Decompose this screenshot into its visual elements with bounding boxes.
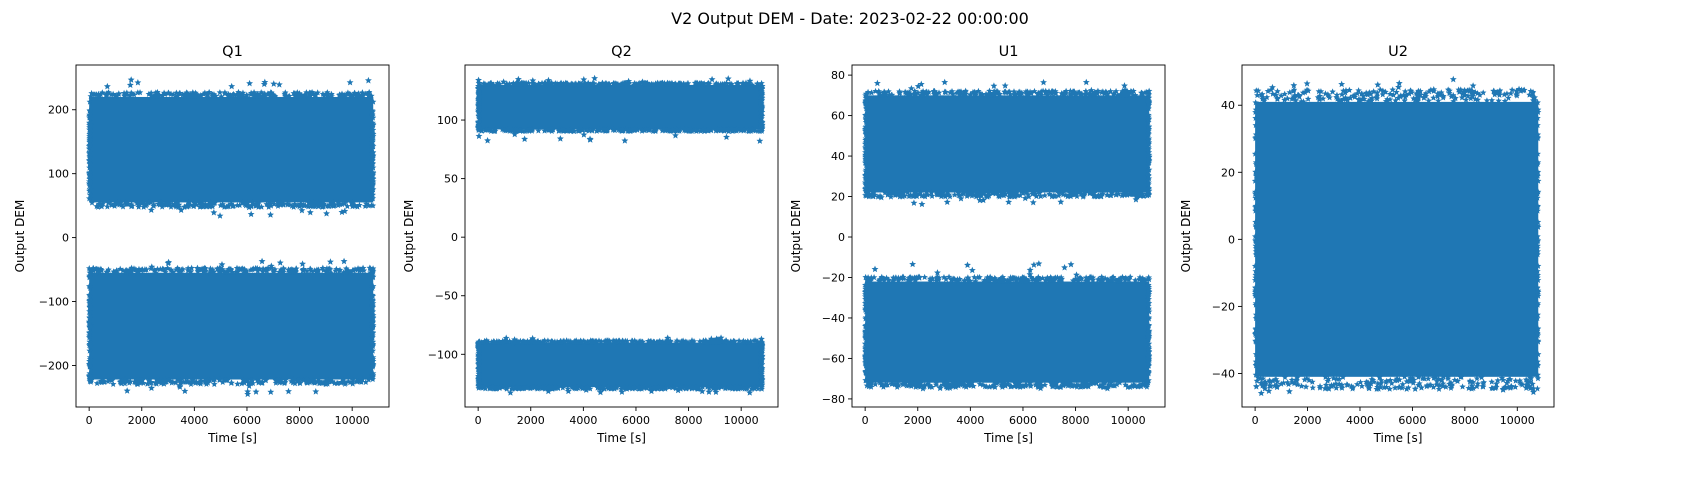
- x-tick-label: 6000: [1398, 414, 1426, 427]
- scatter-points: [861, 78, 1153, 392]
- series-band-1: [1255, 101, 1539, 377]
- x-tick-label: 8000: [1062, 414, 1090, 427]
- y-tick-label: −200: [39, 359, 69, 372]
- x-tick-label: 4000: [180, 414, 208, 427]
- x-tick-label: 4000: [1346, 414, 1374, 427]
- series-band-2: [478, 342, 763, 388]
- x-tick-label: 10000: [1500, 414, 1535, 427]
- x-tick-label: 8000: [1451, 414, 1479, 427]
- subplot-q2: 0 2000 4000 6000 8000 10000 −100 −50 0 50 100 Q2 Tim…: [402, 44, 779, 445]
- x-tick-label: 10000: [335, 414, 370, 427]
- series-band-2: [865, 281, 1150, 383]
- x-tick-label: 8000: [286, 414, 314, 427]
- x-tick-label: 0: [86, 414, 93, 427]
- y-tick-label: 100: [437, 114, 458, 127]
- y-axis-label: Output DEM: [1179, 200, 1193, 273]
- axes-frame: [851, 64, 1166, 408]
- y-tick-label: −100: [39, 296, 69, 309]
- x-tick-label: 10000: [724, 414, 759, 427]
- y-tick-label: 100: [48, 168, 69, 181]
- series-band-1: [89, 96, 374, 203]
- y-tick-label: 0: [1228, 233, 1235, 246]
- y-tick-label: −100: [428, 348, 458, 361]
- subplot-u1: 0 2000 4000 6000 8000 10000 −80 −60 −40 −20 0 20 40 6…: [789, 44, 1166, 445]
- x-tick-label: 4000: [569, 414, 597, 427]
- x-tick-label: 6000: [233, 414, 261, 427]
- x-tick-label: 0: [862, 414, 869, 427]
- series-markers-1: [861, 78, 1153, 208]
- y-tick-label: 0: [451, 231, 458, 244]
- series-markers-1: [474, 74, 766, 144]
- series-markers-2: [85, 257, 377, 398]
- series-band-2: [89, 272, 374, 380]
- x-tick-label: 0: [1252, 414, 1259, 427]
- y-tick-label: 20: [1221, 166, 1235, 179]
- series-markers-2: [474, 334, 766, 396]
- axes-frame: [1241, 64, 1555, 408]
- x-tick-label: 2000: [904, 414, 932, 427]
- y-axis-label: Output DEM: [402, 200, 416, 273]
- y-tick-label: 0: [62, 232, 69, 245]
- panel-title: U2: [1388, 44, 1408, 60]
- figure-suptitle: V2 Output DEM - Date: 2023-02-22 00:00:0…: [671, 9, 1029, 28]
- y-tick-label: −50: [435, 290, 458, 303]
- subplot-q1: 0 2000 4000 6000 8000 10000 −200 −100 0 100 200 Q1 T…: [13, 44, 390, 445]
- x-tick-label: 0: [475, 414, 482, 427]
- series-markers-1: [85, 76, 377, 219]
- x-tick-label: 10000: [1111, 414, 1146, 427]
- axes-frame: [75, 64, 390, 408]
- y-tick-label: 40: [831, 150, 845, 163]
- scatter-points: [85, 76, 377, 398]
- series-band-1: [478, 84, 763, 130]
- panel-title: Q2: [611, 44, 632, 60]
- scatter-points: [1251, 75, 1542, 397]
- y-axis-label: Output DEM: [789, 200, 803, 273]
- x-tick-label: 2000: [128, 414, 156, 427]
- y-tick-label: −80: [822, 393, 845, 406]
- x-axis-label: Time [s]: [596, 431, 646, 445]
- y-tick-label: 20: [831, 191, 845, 204]
- y-tick-label: 200: [48, 104, 69, 117]
- y-tick-label: −20: [1212, 300, 1235, 313]
- x-tick-label: 4000: [956, 414, 984, 427]
- y-tick-label: 40: [1221, 99, 1235, 112]
- axes-frame: [464, 64, 779, 408]
- subplot-u2: 0 2000 4000 6000 8000 10000 −40 −20 0 20 40 U2 Time …: [1179, 44, 1555, 445]
- panel-title: Q1: [222, 44, 243, 60]
- x-tick-label: 8000: [675, 414, 703, 427]
- y-tick-label: 80: [831, 69, 845, 82]
- y-tick-label: 50: [444, 173, 458, 186]
- x-axis-label: Time [s]: [1373, 431, 1423, 445]
- y-tick-label: 60: [831, 110, 845, 123]
- panel-title: U1: [999, 44, 1019, 60]
- y-tick-label: 0: [838, 231, 845, 244]
- x-tick-label: 6000: [622, 414, 650, 427]
- y-axis-label: Output DEM: [13, 200, 27, 273]
- scatter-points: [474, 74, 766, 396]
- y-tick-label: −60: [822, 352, 845, 365]
- y-tick-label: −40: [822, 312, 845, 325]
- x-tick-label: 6000: [1009, 414, 1037, 427]
- x-tick-label: 2000: [517, 414, 545, 427]
- x-tick-label: 2000: [1294, 414, 1322, 427]
- y-tick-label: −40: [1212, 367, 1235, 380]
- subplots: 0 2000 4000 6000 8000 10000−200−1000100200Q1T…: [13, 44, 1555, 445]
- x-axis-label: Time [s]: [207, 431, 257, 445]
- series-band-1: [865, 95, 1150, 193]
- x-axis-label: Time [s]: [983, 431, 1033, 445]
- y-tick-label: −20: [822, 271, 845, 284]
